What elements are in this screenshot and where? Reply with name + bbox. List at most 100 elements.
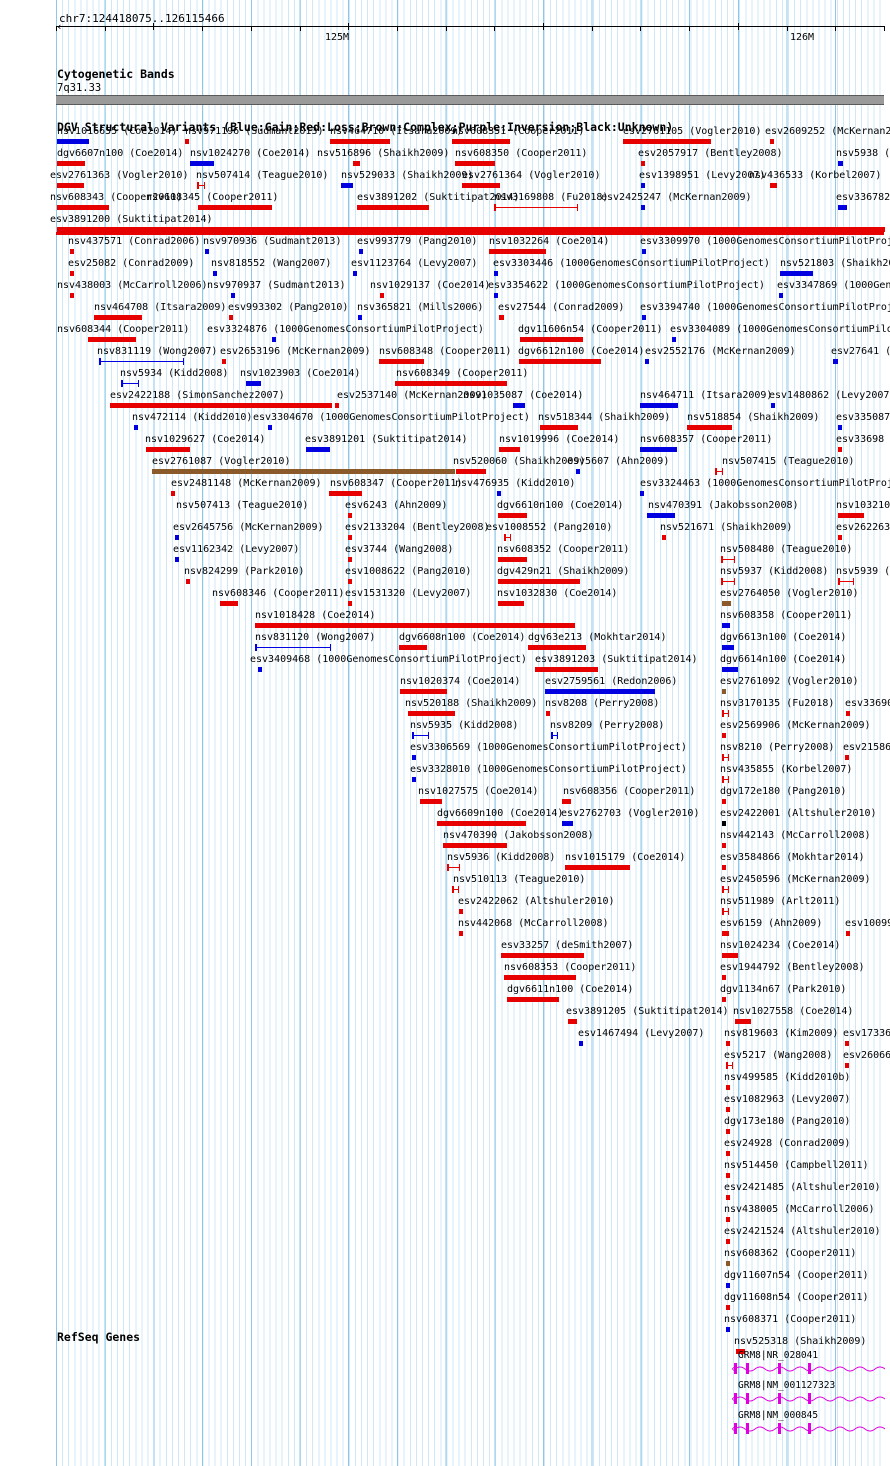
variant-label[interactable]: nsv470390 (Jakobsson2008) bbox=[443, 830, 594, 841]
variant-feature-glyph[interactable] bbox=[722, 710, 729, 717]
variant-label[interactable]: nsv608344 (Cooper2011) bbox=[57, 324, 190, 335]
variant-feature-glyph[interactable] bbox=[722, 667, 738, 672]
variant-label[interactable]: esv3350870 (1000GenomesConsortiumPilotPr… bbox=[836, 412, 890, 423]
variant-label[interactable]: nsv521671 (Shaikh2009) bbox=[660, 522, 793, 533]
variant-feature-glyph[interactable] bbox=[770, 139, 774, 144]
variant-feature-glyph[interactable] bbox=[330, 139, 390, 144]
variant-label[interactable]: esv3328010 (1000GenomesConsortiumPilotPr… bbox=[410, 764, 687, 775]
variant-label[interactable]: esv1082963 (Levy2007) bbox=[724, 1094, 851, 1105]
variant-label[interactable]: esv2762703 (Vogler2010) bbox=[561, 808, 700, 819]
variant-feature-glyph[interactable] bbox=[255, 623, 575, 628]
variant-label[interactable]: esv3347869 (1000GenomesConsortiumPilotPr… bbox=[777, 280, 890, 291]
variant-feature-glyph[interactable] bbox=[642, 315, 646, 320]
variant-label[interactable]: esv3584866 (Mokhtar2014) bbox=[720, 852, 865, 863]
variant-label[interactable]: dgv6610n100 (Coe2014) bbox=[497, 500, 624, 511]
variant-feature-glyph[interactable] bbox=[134, 425, 138, 430]
variant-label[interactable]: nsv438003 (McCarroll2006) bbox=[57, 280, 208, 291]
variant-feature-glyph[interactable] bbox=[357, 205, 429, 210]
variant-feature-glyph[interactable] bbox=[722, 754, 729, 761]
variant-feature-glyph[interactable] bbox=[722, 997, 726, 1002]
variant-label[interactable]: esv2622632 (McKernan2009) bbox=[836, 522, 890, 533]
variant-feature-glyph[interactable] bbox=[640, 491, 644, 496]
variant-label[interactable]: nsv1024234 (Coe2014) bbox=[720, 940, 841, 951]
variant-label[interactable]: esv3304670 (1000GenomesConsortiumPilotPr… bbox=[253, 412, 530, 423]
variant-feature-glyph[interactable] bbox=[499, 315, 504, 320]
variant-label[interactable]: nsv831119 (Wong2007) bbox=[97, 346, 218, 357]
variant-label[interactable]: nsv5934 (Kidd2008) bbox=[120, 368, 229, 379]
variant-label[interactable]: esv1008552 (Pang2010) bbox=[486, 522, 613, 533]
variant-feature-glyph[interactable] bbox=[726, 1151, 730, 1156]
variant-feature-glyph[interactable] bbox=[171, 491, 175, 496]
variant-label[interactable]: esv33690 (Conrad2009) bbox=[845, 698, 890, 709]
variant-label[interactable]: nsv5938 (Kidd2008) bbox=[836, 148, 890, 159]
variant-feature-glyph[interactable] bbox=[726, 1239, 730, 1244]
variant-feature-glyph[interactable] bbox=[519, 359, 601, 364]
variant-feature-glyph[interactable] bbox=[462, 183, 500, 188]
variant-label[interactable]: nsv608351 (Cooper2011) bbox=[452, 126, 585, 137]
variant-feature-glyph[interactable] bbox=[198, 205, 272, 210]
variant-label[interactable]: dgv429n21 (Shaikh2009) bbox=[497, 566, 630, 577]
variant-feature-glyph[interactable] bbox=[255, 644, 331, 651]
variant-feature-glyph[interactable] bbox=[499, 447, 520, 452]
variant-feature-glyph[interactable] bbox=[726, 1327, 730, 1332]
variant-label[interactable]: esv1123764 (Levy2007) bbox=[351, 258, 478, 269]
variant-feature-glyph[interactable] bbox=[272, 337, 276, 342]
variant-label[interactable]: nsv1032108 (Coe2014) bbox=[836, 500, 890, 511]
variant-label[interactable]: esv2653196 (McKernan2009) bbox=[220, 346, 371, 357]
variant-label[interactable]: esv6243 (Ahn2009) bbox=[345, 500, 448, 511]
variant-label[interactable]: nsv819603 (Kim2009) bbox=[724, 1028, 839, 1039]
variant-label[interactable]: nsv1016655 (Coe2014) bbox=[57, 126, 178, 137]
variant-label[interactable]: nsv516896 (Shaikh2009) bbox=[317, 148, 450, 159]
variant-feature-glyph[interactable] bbox=[88, 337, 136, 342]
variant-feature-glyph[interactable] bbox=[535, 667, 598, 672]
variant-label[interactable]: nsv464711 (Itsara2009) bbox=[640, 390, 773, 401]
variant-feature-glyph[interactable] bbox=[121, 380, 139, 387]
variant-feature-glyph[interactable] bbox=[576, 469, 580, 474]
variant-label[interactable]: esv3367822 (1000GenomesConsortiumPilotPr… bbox=[836, 192, 890, 203]
variant-feature-glyph[interactable] bbox=[562, 799, 571, 804]
variant-feature-glyph[interactable] bbox=[662, 535, 666, 540]
variant-label[interactable]: dgv6611n100 (Coe2014) bbox=[507, 984, 634, 995]
variant-label[interactable]: esv25082 (Conrad2009) bbox=[68, 258, 195, 269]
variant-feature-glyph[interactable] bbox=[551, 732, 558, 739]
variant-label[interactable]: nsv1027575 (Coe2014) bbox=[418, 786, 539, 797]
variant-feature-glyph[interactable] bbox=[268, 425, 272, 430]
variant-label[interactable]: nsv5935 (Kidd2008) bbox=[410, 720, 519, 731]
variant-feature-glyph[interactable] bbox=[452, 139, 510, 144]
variant-feature-glyph[interactable] bbox=[498, 601, 524, 606]
variant-feature-glyph[interactable] bbox=[70, 249, 74, 254]
variant-feature-glyph[interactable] bbox=[358, 315, 362, 320]
variant-label[interactable]: dgv6609n100 (Coe2014) bbox=[437, 808, 564, 819]
variant-label[interactable]: nsv1018428 (Coe2014) bbox=[255, 610, 376, 621]
variant-label[interactable]: dgv173e180 (Pang2010) bbox=[724, 1116, 851, 1127]
variant-label[interactable]: nsv508480 (Teague2010) bbox=[720, 544, 853, 555]
variant-feature-glyph[interactable] bbox=[379, 359, 424, 364]
ruler-left-arrow[interactable]: ‹ bbox=[56, 20, 63, 33]
variant-feature-glyph[interactable] bbox=[641, 183, 645, 188]
variant-label[interactable]: nsv464708 (Itsara2009) bbox=[94, 302, 227, 313]
variant-feature-glyph[interactable] bbox=[722, 776, 729, 783]
variant-label[interactable]: nsv608345 (Cooper2011) bbox=[146, 192, 279, 203]
variant-feature-glyph[interactable] bbox=[489, 249, 546, 254]
variant-label[interactable]: nsv1015179 (Coe2014) bbox=[565, 852, 686, 863]
variant-feature-glyph[interactable] bbox=[400, 689, 447, 694]
variant-label[interactable]: nsv476935 (Kidd2010) bbox=[455, 478, 576, 489]
variant-feature-glyph[interactable] bbox=[779, 293, 783, 298]
variant-feature-glyph[interactable] bbox=[220, 601, 238, 606]
variant-feature-glyph[interactable] bbox=[771, 403, 775, 408]
variant-label[interactable]: nsv608346 (Cooper2011) bbox=[212, 588, 345, 599]
variant-label[interactable]: esv3306569 (1000GenomesConsortiumPilotPr… bbox=[410, 742, 687, 753]
variant-feature-glyph[interactable] bbox=[736, 1349, 745, 1354]
variant-feature-glyph[interactable] bbox=[456, 469, 486, 474]
variant-feature-glyph[interactable] bbox=[770, 183, 777, 188]
variant-feature-glyph[interactable] bbox=[498, 579, 580, 584]
variant-label[interactable]: esv2422001 (Altshuler2010) bbox=[720, 808, 877, 819]
variant-label[interactable]: nsv1020374 (Coe2014) bbox=[400, 676, 521, 687]
variant-label[interactable]: nsv3170135 (Fu2018) bbox=[720, 698, 835, 709]
gene-label[interactable]: GRM8|NR_028041 bbox=[738, 1350, 819, 1361]
variant-feature-glyph[interactable] bbox=[498, 513, 527, 518]
variant-feature-glyph[interactable] bbox=[838, 161, 843, 166]
variant-feature-glyph[interactable] bbox=[395, 381, 507, 386]
variant-feature-glyph[interactable] bbox=[213, 271, 217, 276]
variant-label[interactable]: esv3891205 (Suktitipat2014) bbox=[566, 1006, 729, 1017]
